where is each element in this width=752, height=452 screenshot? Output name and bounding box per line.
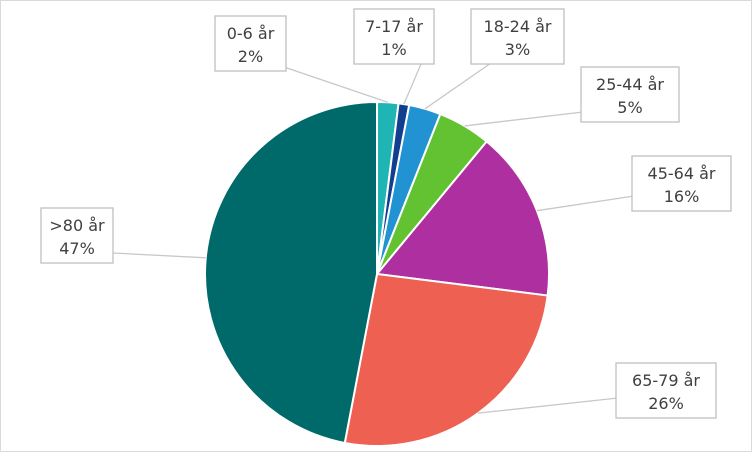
leader-line: [478, 397, 619, 414]
data-label-callout: 0-6 år 2%: [214, 15, 287, 72]
slice-category-label: 65-79 år: [632, 371, 700, 390]
leader-line: [403, 63, 422, 105]
leader-line: [536, 195, 635, 212]
slice-category-label: 25-44 år: [596, 75, 664, 94]
data-label-box: [631, 155, 732, 212]
slice-percent-label: 16%: [664, 187, 700, 206]
slice-percent-label: 5%: [617, 98, 642, 117]
slice-percent-label: 2%: [238, 47, 263, 66]
data-label-box: [615, 362, 717, 419]
slice-percent-label: 26%: [648, 394, 684, 413]
data-label-callout: 45-64 år 16%: [631, 155, 732, 212]
data-label-callout: 7-17 år 1%: [353, 8, 435, 65]
data-label-callout: >80 år 47%: [40, 207, 114, 264]
slice-category-label: 45-64 år: [648, 164, 716, 183]
slice-percent-label: 3%: [505, 40, 530, 59]
pie-slice: [204, 100, 378, 445]
data-label-box: [214, 15, 287, 72]
data-label-box: [580, 66, 680, 123]
slice-category-label: >80 år: [49, 216, 105, 235]
leader-line: [424, 62, 492, 110]
data-label-callout: 18-24 år 3%: [470, 8, 565, 65]
data-label-box: [40, 207, 114, 264]
slice-percent-label: 47%: [59, 239, 95, 258]
pie-slice: [343, 272, 549, 447]
leader-line: [112, 252, 206, 259]
data-label-callout: 65-79 år 26%: [615, 362, 717, 419]
slice-category-label: 7-17 år: [365, 17, 423, 36]
slice-category-label: 0-6 år: [227, 24, 275, 43]
leader-line: [283, 66, 389, 103]
data-label-box: [353, 8, 435, 65]
slice-category-label: 18-24 år: [484, 17, 552, 36]
data-label-box: [470, 8, 565, 65]
leader-line: [464, 111, 584, 127]
data-label-callout: 25-44 år 5%: [580, 66, 680, 123]
slice-percent-label: 1%: [381, 40, 406, 59]
